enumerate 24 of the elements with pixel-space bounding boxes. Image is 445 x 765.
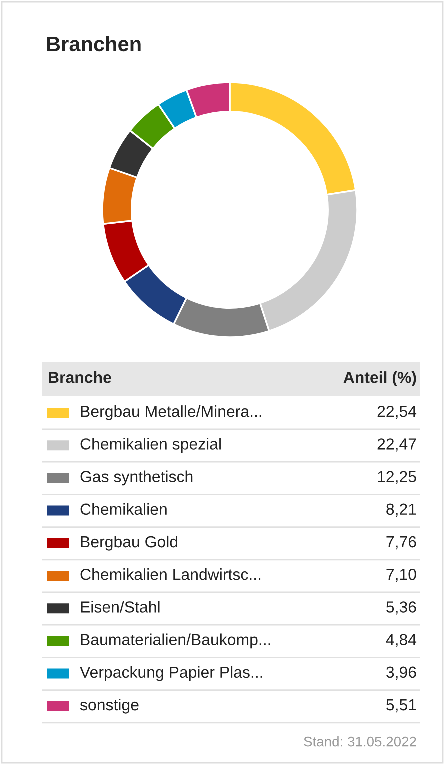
data-label: 7,76: [386, 536, 416, 550]
chart-title: Branchen: [47, 36, 141, 52]
data-label: 5,51: [386, 700, 416, 713]
legend-label: Gas synthetisch: [80, 470, 193, 486]
legend-title: Branche: [49, 372, 112, 384]
legend-label: Bergbau Gold: [81, 536, 178, 551]
legend-label: Chemikalien spezial: [80, 438, 221, 454]
legend-label: sonstige: [80, 698, 139, 714]
legend-label: Baumaterialien/Baukomp...: [81, 634, 270, 649]
legend-label: Eisen/Stahl: [81, 601, 160, 613]
data-label: 7,10: [386, 568, 416, 582]
legend-label: Chemikalien Landwirtsc...: [80, 568, 261, 580]
data-label: 8,21: [386, 504, 416, 517]
data-label: 22,54: [378, 406, 417, 420]
data-label: 12,25: [378, 471, 416, 484]
text: Stand: 31.05.2022: [304, 736, 416, 747]
legend-label: Verpackung Papier Plas...: [80, 666, 262, 682]
legend-label: Chemikalien: [80, 503, 167, 516]
data-label: 4,84: [386, 634, 417, 648]
text: Anteil (%): [344, 372, 416, 386]
data-label: 5,36: [386, 602, 416, 615]
data-label: 3,96: [386, 666, 416, 680]
legend-label: Bergbau Metalle/Minera...: [81, 406, 262, 420]
data-label: 22,47: [378, 438, 416, 452]
